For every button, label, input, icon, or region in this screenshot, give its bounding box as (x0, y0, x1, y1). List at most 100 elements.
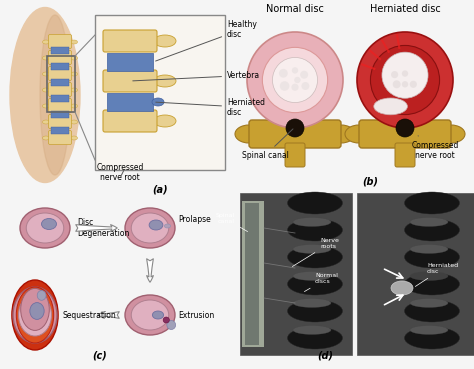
Text: Disc
Degeneration: Disc Degeneration (77, 218, 129, 238)
Text: (c): (c) (92, 350, 108, 360)
Circle shape (357, 32, 453, 128)
Bar (51, 47, 69, 54)
Circle shape (286, 119, 304, 137)
Ellipse shape (16, 287, 54, 343)
Ellipse shape (30, 303, 44, 320)
Circle shape (279, 69, 288, 78)
Text: (b): (b) (362, 177, 378, 187)
Text: Herniated disc: Herniated disc (370, 4, 440, 14)
FancyBboxPatch shape (48, 99, 72, 113)
FancyBboxPatch shape (359, 120, 451, 148)
Ellipse shape (410, 217, 448, 227)
FancyBboxPatch shape (48, 83, 72, 97)
Ellipse shape (154, 115, 176, 127)
Ellipse shape (71, 56, 78, 60)
Ellipse shape (404, 219, 459, 241)
Ellipse shape (12, 280, 58, 350)
Bar (242, 201, 264, 347)
Bar (51, 63, 69, 70)
Text: Normal
discs: Normal discs (304, 273, 338, 292)
Ellipse shape (43, 72, 49, 76)
Ellipse shape (410, 272, 448, 280)
Ellipse shape (43, 56, 49, 60)
Circle shape (371, 45, 439, 114)
Ellipse shape (374, 98, 407, 115)
Ellipse shape (410, 325, 448, 335)
Circle shape (301, 82, 310, 90)
Ellipse shape (437, 125, 465, 143)
Ellipse shape (71, 72, 78, 76)
FancyBboxPatch shape (48, 66, 72, 80)
Ellipse shape (293, 299, 331, 307)
Ellipse shape (288, 219, 343, 241)
Circle shape (292, 67, 298, 73)
Ellipse shape (43, 40, 49, 44)
Ellipse shape (152, 98, 164, 106)
Ellipse shape (288, 273, 343, 295)
Text: Herniated
disc: Herniated disc (415, 263, 458, 286)
FancyBboxPatch shape (103, 70, 157, 92)
Ellipse shape (293, 272, 331, 280)
Ellipse shape (43, 104, 49, 108)
Circle shape (300, 71, 308, 79)
Circle shape (392, 80, 401, 88)
Ellipse shape (131, 213, 169, 243)
FancyBboxPatch shape (285, 143, 305, 167)
FancyBboxPatch shape (48, 51, 72, 65)
Ellipse shape (71, 104, 78, 108)
Circle shape (294, 77, 301, 83)
Bar (51, 127, 69, 134)
Text: (d): (d) (317, 350, 333, 360)
Ellipse shape (18, 294, 52, 336)
Ellipse shape (21, 289, 49, 330)
FancyBboxPatch shape (395, 143, 415, 167)
Ellipse shape (410, 245, 448, 254)
FancyBboxPatch shape (48, 34, 72, 48)
Ellipse shape (154, 35, 176, 47)
Ellipse shape (293, 325, 331, 335)
FancyBboxPatch shape (95, 15, 225, 170)
Ellipse shape (154, 75, 176, 87)
Text: Sequestration: Sequestration (63, 310, 117, 320)
Circle shape (382, 52, 428, 98)
FancyBboxPatch shape (249, 120, 341, 148)
FancyBboxPatch shape (103, 110, 157, 132)
FancyBboxPatch shape (103, 30, 157, 52)
Circle shape (402, 81, 408, 87)
Ellipse shape (404, 300, 459, 322)
Bar (51, 95, 69, 102)
Circle shape (263, 47, 328, 113)
Text: Herniated
disc: Herniated disc (156, 97, 265, 117)
Text: Normal disc: Normal disc (266, 4, 324, 14)
Circle shape (247, 32, 343, 128)
Ellipse shape (345, 125, 373, 143)
Ellipse shape (131, 300, 169, 330)
Ellipse shape (404, 192, 459, 214)
Ellipse shape (163, 317, 169, 323)
Ellipse shape (40, 15, 70, 175)
Ellipse shape (71, 136, 78, 140)
Text: (a): (a) (152, 184, 168, 194)
Ellipse shape (10, 7, 80, 183)
FancyBboxPatch shape (48, 131, 72, 145)
Circle shape (410, 81, 417, 88)
Ellipse shape (43, 120, 49, 124)
Ellipse shape (43, 88, 49, 92)
Ellipse shape (42, 218, 56, 230)
Ellipse shape (71, 40, 78, 44)
Bar (107, 93, 153, 111)
Ellipse shape (164, 224, 171, 228)
Ellipse shape (404, 273, 459, 295)
Ellipse shape (235, 125, 263, 143)
Circle shape (280, 81, 290, 91)
Bar (357, 193, 474, 355)
Ellipse shape (71, 88, 78, 92)
Circle shape (273, 58, 318, 103)
Ellipse shape (26, 213, 64, 243)
Ellipse shape (293, 217, 331, 227)
Text: Spinal canal: Spinal canal (242, 129, 293, 160)
Text: Extrusion: Extrusion (178, 310, 214, 320)
Ellipse shape (43, 136, 49, 140)
FancyBboxPatch shape (48, 114, 72, 128)
Bar (51, 111, 69, 118)
